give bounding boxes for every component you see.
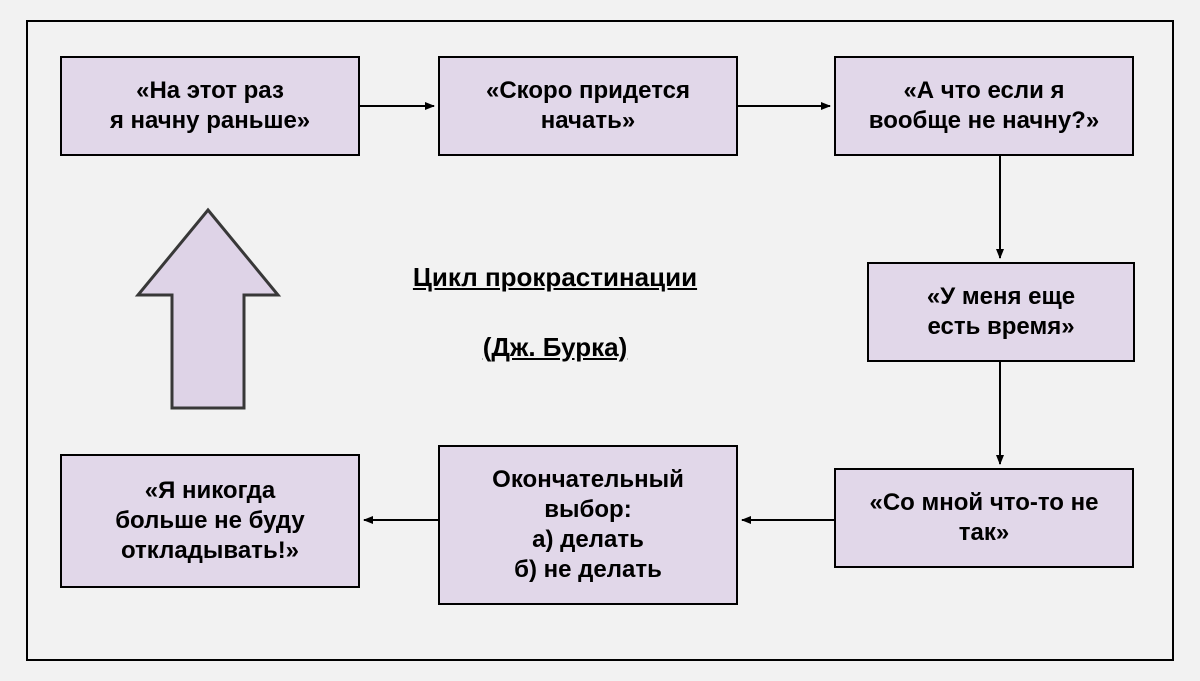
diagram-title-line2: (Дж. Бурка): [345, 332, 765, 363]
node-n6-label: Окончательныйвыбор:а) делатьб) не делать: [492, 465, 684, 585]
node-n1: «На этот разя начну раньше»: [60, 56, 360, 156]
node-n4-label: «У меня ещеесть время»: [927, 282, 1075, 342]
node-n7-label: «Я никогдабольше не будуоткладывать!»: [115, 476, 305, 566]
node-n3-label: «А что если явообще не начну?»: [869, 76, 1099, 136]
node-n2-label: «Скоро придетсяначать»: [486, 76, 690, 136]
node-n1-label: «На этот разя начну раньше»: [110, 76, 310, 136]
node-n7: «Я никогдабольше не будуоткладывать!»: [60, 454, 360, 588]
node-n4: «У меня ещеесть время»: [867, 262, 1135, 362]
node-n2: «Скоро придетсяначать»: [438, 56, 738, 156]
diagram-title-line1: Цикл прокрастинации: [345, 262, 765, 293]
node-n3: «А что если явообще не начну?»: [834, 56, 1134, 156]
diagram-canvas: «На этот разя начну раньше» «Скоро приде…: [0, 0, 1200, 681]
node-n5: «Со мной что-то нетак»: [834, 468, 1134, 568]
node-n6: Окончательныйвыбор:а) делатьб) не делать: [438, 445, 738, 605]
node-n5-label: «Со мной что-то нетак»: [870, 488, 1099, 548]
